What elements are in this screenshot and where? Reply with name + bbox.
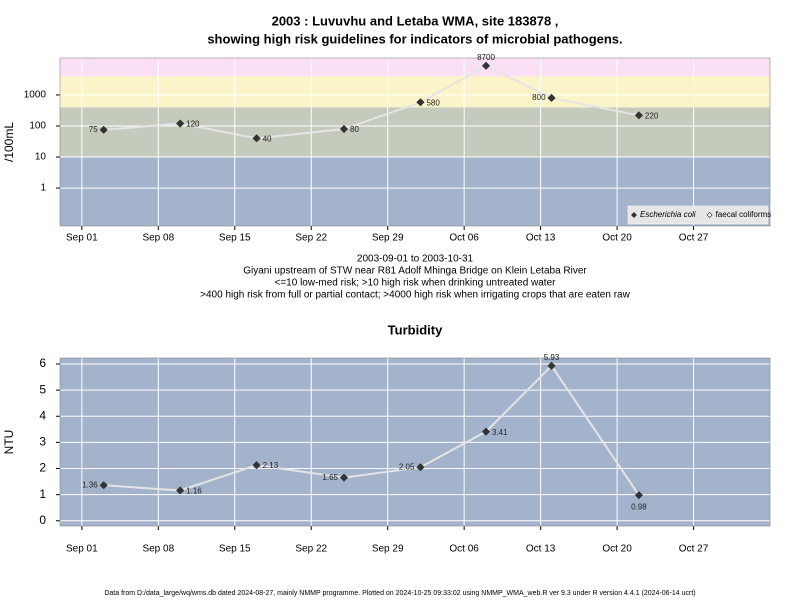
x-tick-label: Oct 27 <box>679 544 709 555</box>
x-tick-label: Sep 22 <box>295 233 327 244</box>
legend-box <box>627 205 769 225</box>
y-tick-label: 1000 <box>24 90 47 101</box>
data-label: 580 <box>426 98 440 107</box>
y-tick-label: 3 <box>39 435 46 449</box>
data-label: 1.36 <box>82 480 98 489</box>
x-tick-label: Sep 01 <box>66 544 98 555</box>
y-axis-label: NTU <box>2 430 16 455</box>
data-point <box>252 461 261 470</box>
footer: Data from D:/data_large/wq/wms.db dated … <box>104 590 695 597</box>
y-tick-label: 1 <box>40 183 46 194</box>
data-point <box>634 111 643 120</box>
data-point <box>547 361 556 370</box>
data-point <box>99 125 108 134</box>
data-point <box>339 124 349 134</box>
data-point <box>481 61 491 70</box>
x-tick-label: Sep 08 <box>142 233 174 244</box>
x-tick-label: Sep 01 <box>66 233 98 244</box>
legend-marker <box>706 212 713 218</box>
data-point <box>481 427 491 436</box>
data-label: 220 <box>645 111 659 120</box>
x-tick-label: Oct 13 <box>526 233 556 244</box>
data-point <box>416 98 425 107</box>
data-point <box>99 481 108 490</box>
x-tick-label: Sep 22 <box>295 544 327 555</box>
x-tick-label: Sep 29 <box>372 544 404 555</box>
chart-title: showing high risk guidelines for indicat… <box>207 31 622 46</box>
legend-marker <box>631 212 637 218</box>
data-point <box>252 134 261 143</box>
data-label: 120 <box>186 120 200 129</box>
y-tick-label: 0 <box>39 513 46 527</box>
series-line <box>103 364 640 496</box>
y-tick-label: 100 <box>29 121 46 132</box>
data-label: 3.41 <box>492 428 508 437</box>
x-tick-label: Oct 06 <box>449 544 479 555</box>
data-label: 5.93 <box>544 353 560 362</box>
data-point <box>339 473 349 482</box>
data-label: 40 <box>263 134 272 143</box>
subtitle: 2003-09-01 to 2003-10-31 <box>357 254 474 265</box>
x-tick-label: Oct 06 <box>449 233 479 244</box>
x-tick-label: Sep 08 <box>142 544 174 555</box>
data-point <box>634 491 643 500</box>
data-point <box>416 463 425 472</box>
x-tick-label: Oct 20 <box>602 233 632 244</box>
chart-title: Turbidity <box>388 322 443 337</box>
data-point <box>547 93 556 103</box>
data-label: 80 <box>350 125 359 134</box>
x-tick-label: Oct 13 <box>526 544 556 555</box>
x-tick-label: Oct 27 <box>679 233 709 244</box>
chart-title: 2003 : Luvuvhu and Letaba WMA, site 1838… <box>272 13 559 28</box>
data-label: 75 <box>89 125 98 134</box>
series-line <box>103 64 640 140</box>
subtitle: >400 high risk from full or partial cont… <box>200 290 630 301</box>
y-tick-label: 5 <box>39 382 46 396</box>
legend-label: Escherichia coli <box>640 210 696 219</box>
risk-band <box>60 107 770 158</box>
y-axis-label: /100mL <box>2 122 16 162</box>
x-tick-label: Sep 15 <box>219 544 251 555</box>
y-tick-label: 1 <box>39 487 46 501</box>
x-tick-label: Sep 29 <box>372 233 404 244</box>
y-tick-label: 4 <box>39 408 46 422</box>
subtitle: <=10 low-med risk; >10 high risk when dr… <box>275 278 557 289</box>
y-tick-label: 2 <box>39 461 46 475</box>
data-label: 1.16 <box>186 487 202 496</box>
risk-band <box>60 58 770 77</box>
subtitle: Giyani upstream of STW near R81 Adolf Mh… <box>243 266 587 277</box>
x-tick-label: Oct 20 <box>602 544 632 555</box>
plot-frame <box>59 57 771 227</box>
y-tick-label: 10 <box>35 152 47 163</box>
risk-band <box>60 76 770 108</box>
y-tick-label: 6 <box>39 356 46 370</box>
data-point <box>176 486 185 495</box>
data-label: 2.05 <box>399 462 415 471</box>
data-label: 1.65 <box>322 473 338 482</box>
data-label: 2.13 <box>263 461 279 470</box>
data-label: 800 <box>532 93 546 102</box>
data-label: 0.98 <box>631 502 647 511</box>
plot-frame <box>59 357 771 527</box>
data-label: 8700 <box>477 53 495 62</box>
data-point <box>176 119 185 128</box>
legend-label: faecal coliforms <box>716 210 772 219</box>
x-tick-label: Sep 15 <box>219 233 251 244</box>
